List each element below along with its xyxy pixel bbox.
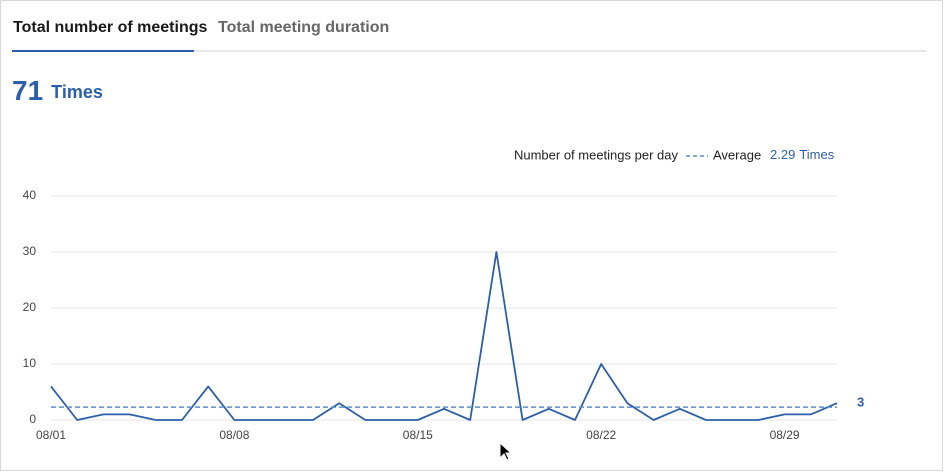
tab-active[interactable]: Total number of meetings bbox=[13, 19, 207, 36]
average-unit: Times bbox=[799, 147, 834, 162]
x-tick-label: 08/15 bbox=[403, 428, 433, 442]
legend-average-value: 2.29 Times bbox=[770, 147, 835, 162]
end-label: 3 bbox=[857, 395, 864, 410]
summary-value: 71 bbox=[12, 75, 43, 106]
x-tick-label: 08/01 bbox=[36, 428, 66, 442]
legend-series: Number of meetings per day bbox=[514, 147, 679, 162]
y-tick-label: 20 bbox=[23, 300, 37, 314]
y-tick-label: 30 bbox=[23, 244, 37, 258]
summary: 71 Times bbox=[12, 75, 103, 106]
x-tick-label: 08/29 bbox=[770, 428, 800, 442]
y-tick-label: 10 bbox=[23, 356, 37, 370]
y-tick-label: 0 bbox=[29, 412, 36, 426]
average-value: 2.29 bbox=[770, 147, 795, 162]
x-tick-label: 08/22 bbox=[586, 428, 616, 442]
summary-unit: Times bbox=[51, 82, 103, 102]
x-tick-label: 08/08 bbox=[219, 428, 249, 442]
cursor bbox=[499, 441, 513, 461]
y-tick-label: 40 bbox=[23, 188, 37, 202]
tab[interactable]: Total meeting duration bbox=[218, 19, 389, 36]
series-line bbox=[50, 251, 838, 421]
legend-average: Average bbox=[713, 147, 761, 162]
